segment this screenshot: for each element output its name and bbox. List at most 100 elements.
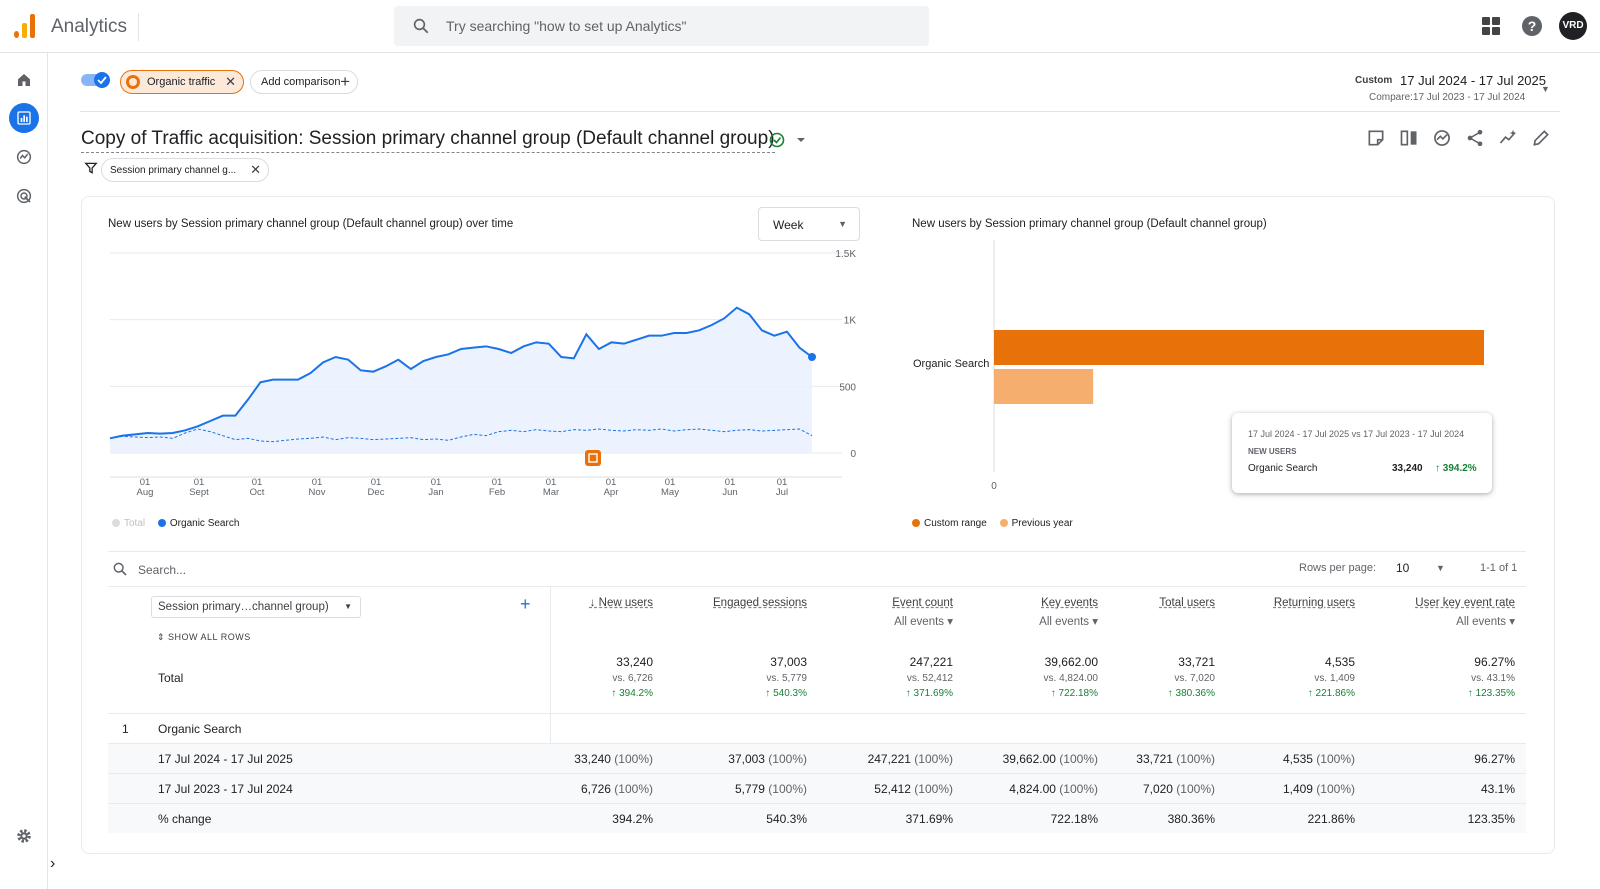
explore-chart-icon[interactable]: [1432, 128, 1452, 148]
total-value: 96.27%: [1474, 655, 1515, 669]
comparison-toggle[interactable]: [81, 72, 111, 88]
granularity-select[interactable]: Week ▼: [758, 207, 860, 241]
table-cell: 221.86%: [1195, 812, 1355, 826]
table-row[interactable]: 17 Jul 2023 - 17 Jul 2024 6,726 (100%) 5,7…: [108, 773, 1526, 803]
cell-value: 1,409: [1282, 782, 1313, 796]
x-tick-month: Jan: [428, 487, 443, 498]
rows-per-page-select[interactable]: 10: [1396, 561, 1410, 575]
expand-nav-chevron-icon[interactable]: ›: [50, 855, 56, 872]
column-event-filter[interactable]: All events ▾: [1456, 616, 1515, 628]
compare-columns-icon[interactable]: [1399, 128, 1419, 148]
x-tick-month: Jul: [776, 487, 788, 498]
legend-item-custom-range[interactable]: Custom range: [912, 518, 987, 529]
add-comparison-label: Add comparison: [261, 76, 341, 88]
series-line-organic-search: [109, 306, 813, 440]
date-compare-range[interactable]: Compare:17 Jul 2023 - 17 Jul 2024: [1369, 92, 1526, 103]
table-row-group[interactable]: 1 Organic Search: [108, 713, 1526, 743]
legend-item-organic-search[interactable]: Organic Search: [157, 518, 239, 529]
report-title[interactable]: Copy of Traffic acquisition: Session pri…: [81, 128, 775, 153]
row-label: 17 Jul 2023 - 17 Jul 2024: [158, 782, 293, 796]
table-cell: 722.18%: [938, 812, 1098, 826]
cell-value: 4,824.00: [1009, 782, 1056, 796]
date-range[interactable]: 17 Jul 2024 - 17 Jul 2025: [1400, 73, 1546, 88]
column-header[interactable]: Event count All events ▾: [793, 597, 953, 628]
cell-value: 380.36%: [1167, 812, 1215, 826]
line-chart[interactable]: 1.5K1K500001Aug01Sept01Oct01Nov01Dec01Ja…: [100, 245, 870, 525]
bar-chart[interactable]: 0 Organic Search: [905, 240, 1505, 505]
cell-percent: (100%): [1172, 752, 1215, 766]
explore-icon[interactable]: [9, 142, 39, 172]
cell-value: 7,020: [1142, 782, 1173, 796]
tooltip-change: ↑ 394.2%: [1435, 463, 1477, 474]
trend-insights-icon[interactable]: [1498, 128, 1518, 148]
x-tick-day: 01: [777, 477, 788, 488]
total-value: 247,221: [909, 655, 953, 669]
date-dropdown-caret-icon[interactable]: ▼: [1541, 84, 1550, 94]
column-header[interactable]: User key event rate All events ▾: [1355, 597, 1515, 628]
total-value: 39,662.00: [1044, 655, 1098, 669]
home-icon[interactable]: [9, 65, 39, 95]
column-header[interactable]: Returning users: [1195, 597, 1355, 609]
edit-pencil-icon[interactable]: [1531, 128, 1551, 148]
search-bar[interactable]: Try searching "how to set up Analytics": [394, 6, 929, 46]
comparison-chip-organic-traffic[interactable]: Organic traffic ✕: [120, 70, 244, 94]
legend-total-marker-icon: [112, 519, 120, 527]
analytics-logo-icon[interactable]: [14, 14, 36, 38]
x-tick-day: 01: [606, 477, 617, 488]
report-status[interactable]: [764, 127, 814, 153]
row-label: 17 Jul 2024 - 17 Jul 2025: [158, 752, 293, 766]
total-change: ↑ 123.35%: [1467, 688, 1515, 699]
line-chart-legend: Total Organic Search: [112, 518, 239, 529]
chevron-down-icon: ▼: [344, 602, 352, 611]
share-icon[interactable]: [1465, 128, 1485, 148]
table-row[interactable]: % change 394.2% 540.3% 371.69% 722.18% 380.36…: [108, 803, 1526, 833]
chevron-down-icon: ▼: [838, 219, 847, 229]
column-header[interactable]: Key events All events ▾: [938, 597, 1098, 628]
total-value: 4,535: [1324, 655, 1355, 669]
apps-grid-icon[interactable]: [1482, 17, 1500, 35]
admin-gear-icon[interactable]: [9, 821, 39, 851]
comparison-chip-label: Organic traffic: [147, 76, 216, 88]
show-all-rows-button[interactable]: ⇕ SHOW ALL ROWS: [157, 632, 251, 642]
table-cell: 371.69%: [793, 812, 953, 826]
column-event-filter[interactable]: All events ▾: [1039, 616, 1098, 628]
add-comparison-button[interactable]: Add comparison +: [250, 70, 358, 94]
add-dimension-plus-icon[interactable]: +: [520, 594, 531, 614]
cell-percent: (100%): [1055, 782, 1098, 796]
total-vs-value: vs. 52,412: [906, 673, 953, 684]
remove-comparison-close-icon[interactable]: ✕: [225, 74, 236, 89]
remove-filter-close-icon[interactable]: ✕: [250, 162, 261, 177]
row-index: 1: [122, 722, 129, 736]
total-cell: 33,721 vs. 7,020 ↑ 380.36%: [1075, 655, 1215, 699]
legend-item-previous-year[interactable]: Previous year: [999, 518, 1073, 529]
table-cell: 37,003 (100%): [647, 752, 807, 766]
total-vs-value: vs. 43.1%: [1471, 673, 1515, 684]
help-icon[interactable]: ?: [1522, 16, 1542, 36]
filter-chip[interactable]: Session primary channel g... ✕: [101, 158, 269, 182]
x-tick-day: 01: [194, 477, 205, 488]
column-header[interactable]: Engaged sessions: [647, 597, 807, 609]
app-title: Analytics: [51, 16, 128, 37]
insights-icon[interactable]: [1366, 128, 1386, 148]
total-cell: 247,221 vs. 52,412 ↑ 371.69%: [813, 655, 953, 699]
table-search[interactable]: Search...: [108, 551, 1526, 587]
total-value: 33,240: [616, 655, 653, 669]
chevron-down-icon[interactable]: ▼: [1436, 563, 1445, 573]
x-tick-day: 01: [252, 477, 263, 488]
total-vs-value: vs. 1,409: [1314, 673, 1355, 684]
column-event-filter[interactable]: All events ▾: [894, 616, 953, 628]
legend-item-total[interactable]: Total: [112, 518, 145, 529]
tooltip-value: 33,240: [1392, 463, 1423, 474]
y-tick-label: 1.5K: [835, 249, 856, 260]
column-header[interactable]: Total users: [1055, 597, 1215, 609]
avatar[interactable]: VRD: [1559, 12, 1587, 40]
total-vs-value: vs. 7,020: [1174, 673, 1215, 684]
divider: [80, 111, 1560, 112]
cell-value: 37,003: [728, 752, 765, 766]
column-header[interactable]: ↓ New users: [493, 597, 653, 609]
table-row[interactable]: 17 Jul 2024 - 17 Jul 2025 33,240 (100%) 37…: [108, 743, 1526, 773]
dimension-select[interactable]: Session primary…channel group) ▼: [151, 596, 361, 618]
reports-icon[interactable]: [9, 103, 39, 133]
advertising-icon[interactable]: [9, 181, 39, 211]
x-tick-month: Apr: [604, 487, 619, 498]
